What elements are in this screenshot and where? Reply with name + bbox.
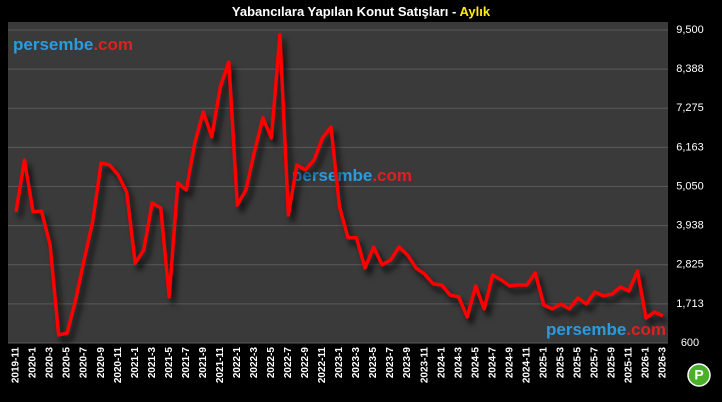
x-tick-label: 2024-1 [436,347,447,379]
x-tick-label: 2024-7 [487,347,498,379]
x-tick-label: 2023-5 [368,347,379,379]
x-tick-label: 2023-11 [419,347,430,384]
y-tick-label: 6,163 [676,141,704,153]
x-tick-label: 2025-5 [573,347,584,379]
x-tick-label: 2024-11 [521,347,532,384]
x-tick-label: 2020-11 [113,347,124,384]
x-tick-label: 2025-7 [590,347,601,379]
y-tick-label: 600 [681,337,699,349]
x-tick-label: 2020-5 [62,347,73,379]
x-tick-label: 2023-9 [402,347,413,379]
chart-title: Yabancılara Yapılan Konut Satışları - Ay… [232,4,491,19]
x-tick-label: 2020-9 [96,347,107,379]
x-tick-label: 2021-3 [147,347,158,379]
x-tick-label: 2024-9 [504,347,515,379]
x-tick-label: 2020-3 [45,347,56,379]
y-tick-label: 1,713 [676,298,704,310]
x-tick-label: 2022-11 [317,347,328,384]
marks [14,33,664,337]
x-tick-label: 2023-3 [351,347,362,379]
x-tick-label: 2022-1 [232,347,243,379]
title-highlight: Aylık [460,4,491,19]
watermark: persembe.com [546,320,666,339]
x-tick-label: 2020-1 [28,347,39,379]
x-tick-label: 2021-1 [130,347,141,379]
x-tick-label: 2026-1 [641,347,652,379]
watermark-tld: .com [626,320,666,339]
line-series [14,33,664,337]
watermark-name: persembe [546,320,626,339]
x-tick-label: 2022-7 [283,347,294,379]
x-tick-label: 2021-11 [215,347,226,384]
x-tick-label: 2019-11 [11,347,22,384]
logo-badge [687,363,711,387]
x-tick-label: 2022-9 [300,347,311,379]
watermark-tld: .com [93,35,133,54]
x-tick-label: 2023-7 [385,347,396,379]
title-main: Yabancılara Yapılan Konut Satışları - [232,4,456,19]
x-tick-label: 2025-3 [555,347,566,379]
x-tick-label: 2021-7 [181,347,192,379]
y-tick-label: 7,275 [676,102,704,114]
x-tick-label: 2023-1 [334,347,345,379]
y-tick-label: 8,388 [676,63,704,75]
y-tick-label: 9,500 [676,24,704,36]
x-tick-label: 2024-5 [470,347,481,379]
logo-text: P [694,367,703,383]
watermark-name: persembe [292,166,372,185]
x-tick-label: 2026-3 [658,347,669,379]
x-tick-label: 2020-7 [79,347,90,379]
x-tick-label: 2025-9 [607,347,618,379]
watermark: persembe.com [292,166,412,185]
y-tick-label: 5,050 [676,180,704,192]
watermark-name: persembe [13,35,93,54]
x-tick-label: 2025-11 [624,347,635,384]
watermark: persembe.com [13,35,133,54]
watermark-tld: .com [372,166,412,185]
y-tick-label: 3,938 [676,220,704,232]
x-tick-label: 2022-5 [266,347,277,379]
x-tick-label: 2025-1 [538,347,549,379]
y-tick-label: 2,825 [676,259,704,271]
x-tick-label: 2021-9 [198,347,209,379]
x-tick-label: 2022-3 [249,347,260,379]
x-tick-label: 2024-3 [453,347,464,379]
x-tick-label: 2021-5 [164,347,175,379]
